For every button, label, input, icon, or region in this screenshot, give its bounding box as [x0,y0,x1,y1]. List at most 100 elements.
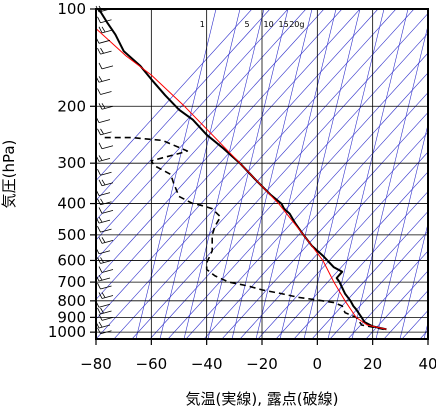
temperature-line [97,9,387,331]
background-line [239,131,428,339]
wind-barb-flag [97,282,101,290]
y-tick-label: 300 [57,154,86,172]
wind-barb-flag [101,292,106,298]
wind-barb-flag [98,314,103,321]
background-line [351,24,428,339]
wind-barb-flag [97,198,101,205]
background-line [365,270,428,339]
wind-barb-flag [98,142,103,149]
wind-barb-staff [98,250,111,255]
wind-barb-flag [101,103,106,109]
mixing-ratio-label: 10 [264,20,274,29]
wind-barb-staff [101,210,114,214]
wind-barb-staff [98,324,111,329]
wind-barb-staff [98,219,111,224]
wind-barbs [95,5,114,335]
dewpoint-line [101,136,384,331]
wind-barb-staff [101,182,114,187]
wind-barb-staff [100,19,112,24]
wind-barb-flag [98,321,103,328]
y-tick-label: 500 [57,226,86,244]
wind-barb-staff [100,131,112,136]
wind-barb-staff [98,39,111,44]
wind-barb-staff [101,29,114,34]
wind-barb-flag [100,257,104,263]
wind-barb-flag [101,26,106,33]
wind-barb-staff [100,285,112,290]
wind-barb-staff [101,316,114,321]
x-tick-label: −40 [191,355,223,373]
background-line [113,9,415,339]
y-tick-label: 100 [57,0,86,18]
background-line [135,9,217,339]
background-line [221,111,428,339]
wind-barb-flag [100,198,104,204]
y-tick-label: 200 [57,97,86,115]
background-line [311,210,428,339]
wind-barb-staff [101,145,114,150]
background-line [279,9,361,339]
mixing-ratio-label: 1 [200,20,205,29]
background-line [231,9,313,339]
wind-barb-flag [98,103,103,110]
y-tick-label: 400 [57,195,86,213]
background-line [96,9,397,339]
wind-barb-staff [98,192,111,197]
reference-line [96,28,387,330]
wind-barb-staff [100,91,112,95]
background-line [255,9,337,339]
wind-barb-staff [98,303,111,308]
wind-barb-staff [101,105,114,110]
mixing-ratio-label: 20g [289,20,304,29]
background-line [96,9,325,261]
wind-barb-flag [98,76,103,82]
x-tick-label: −20 [246,355,278,373]
mixing-ratio-label: 15 [278,20,288,29]
y-tick-label: 1000 [48,323,86,341]
background-line [96,9,307,241]
background-line [167,52,428,339]
wind-barb-staff [100,201,112,206]
data-series [96,9,387,331]
wind-barb-flag [98,26,103,34]
background-line [96,9,289,221]
wind-barb-flag [97,16,101,23]
background-line [347,250,428,339]
background-line [327,9,409,339]
wind-barb-staff [98,158,111,162]
y-tick-label: 700 [57,273,86,291]
wind-barb-staff [100,228,112,233]
x-tick-label: −80 [80,355,112,373]
background-line [149,32,428,339]
background-line [159,9,241,339]
background-line [293,191,428,339]
x-tick-label: 40 [418,355,436,373]
wind-barb-flag [97,225,101,233]
wind-barb-flag [97,47,101,55]
background-line [257,151,428,339]
wind-barb-flag [98,216,103,223]
wind-barb-staff [100,330,112,335]
wind-barb-staff [100,171,112,176]
wind-barb-flag [97,88,101,95]
wind-barb-staff [101,269,114,273]
background-line [375,123,428,339]
background-line [185,72,428,339]
wind-barb-flag [98,62,103,70]
wind-barb-flag [98,179,103,186]
wind-barb-flag [101,179,106,186]
wind-barb-flag [97,257,101,264]
wind-barb-flag [97,169,101,176]
wind-barb-flag [98,292,103,299]
wind-barb-staff [101,239,114,244]
wind-barb-staff [100,50,112,55]
y-tick-label: 600 [57,251,86,269]
wind-barb-flag [100,307,104,314]
mixing-ratio-label: 5 [245,20,250,29]
background-line [275,171,428,339]
wind-barb-staff [100,260,112,264]
y-axis-title: 気圧(hPa) [0,140,18,209]
x-tick-label: 20 [363,355,382,373]
